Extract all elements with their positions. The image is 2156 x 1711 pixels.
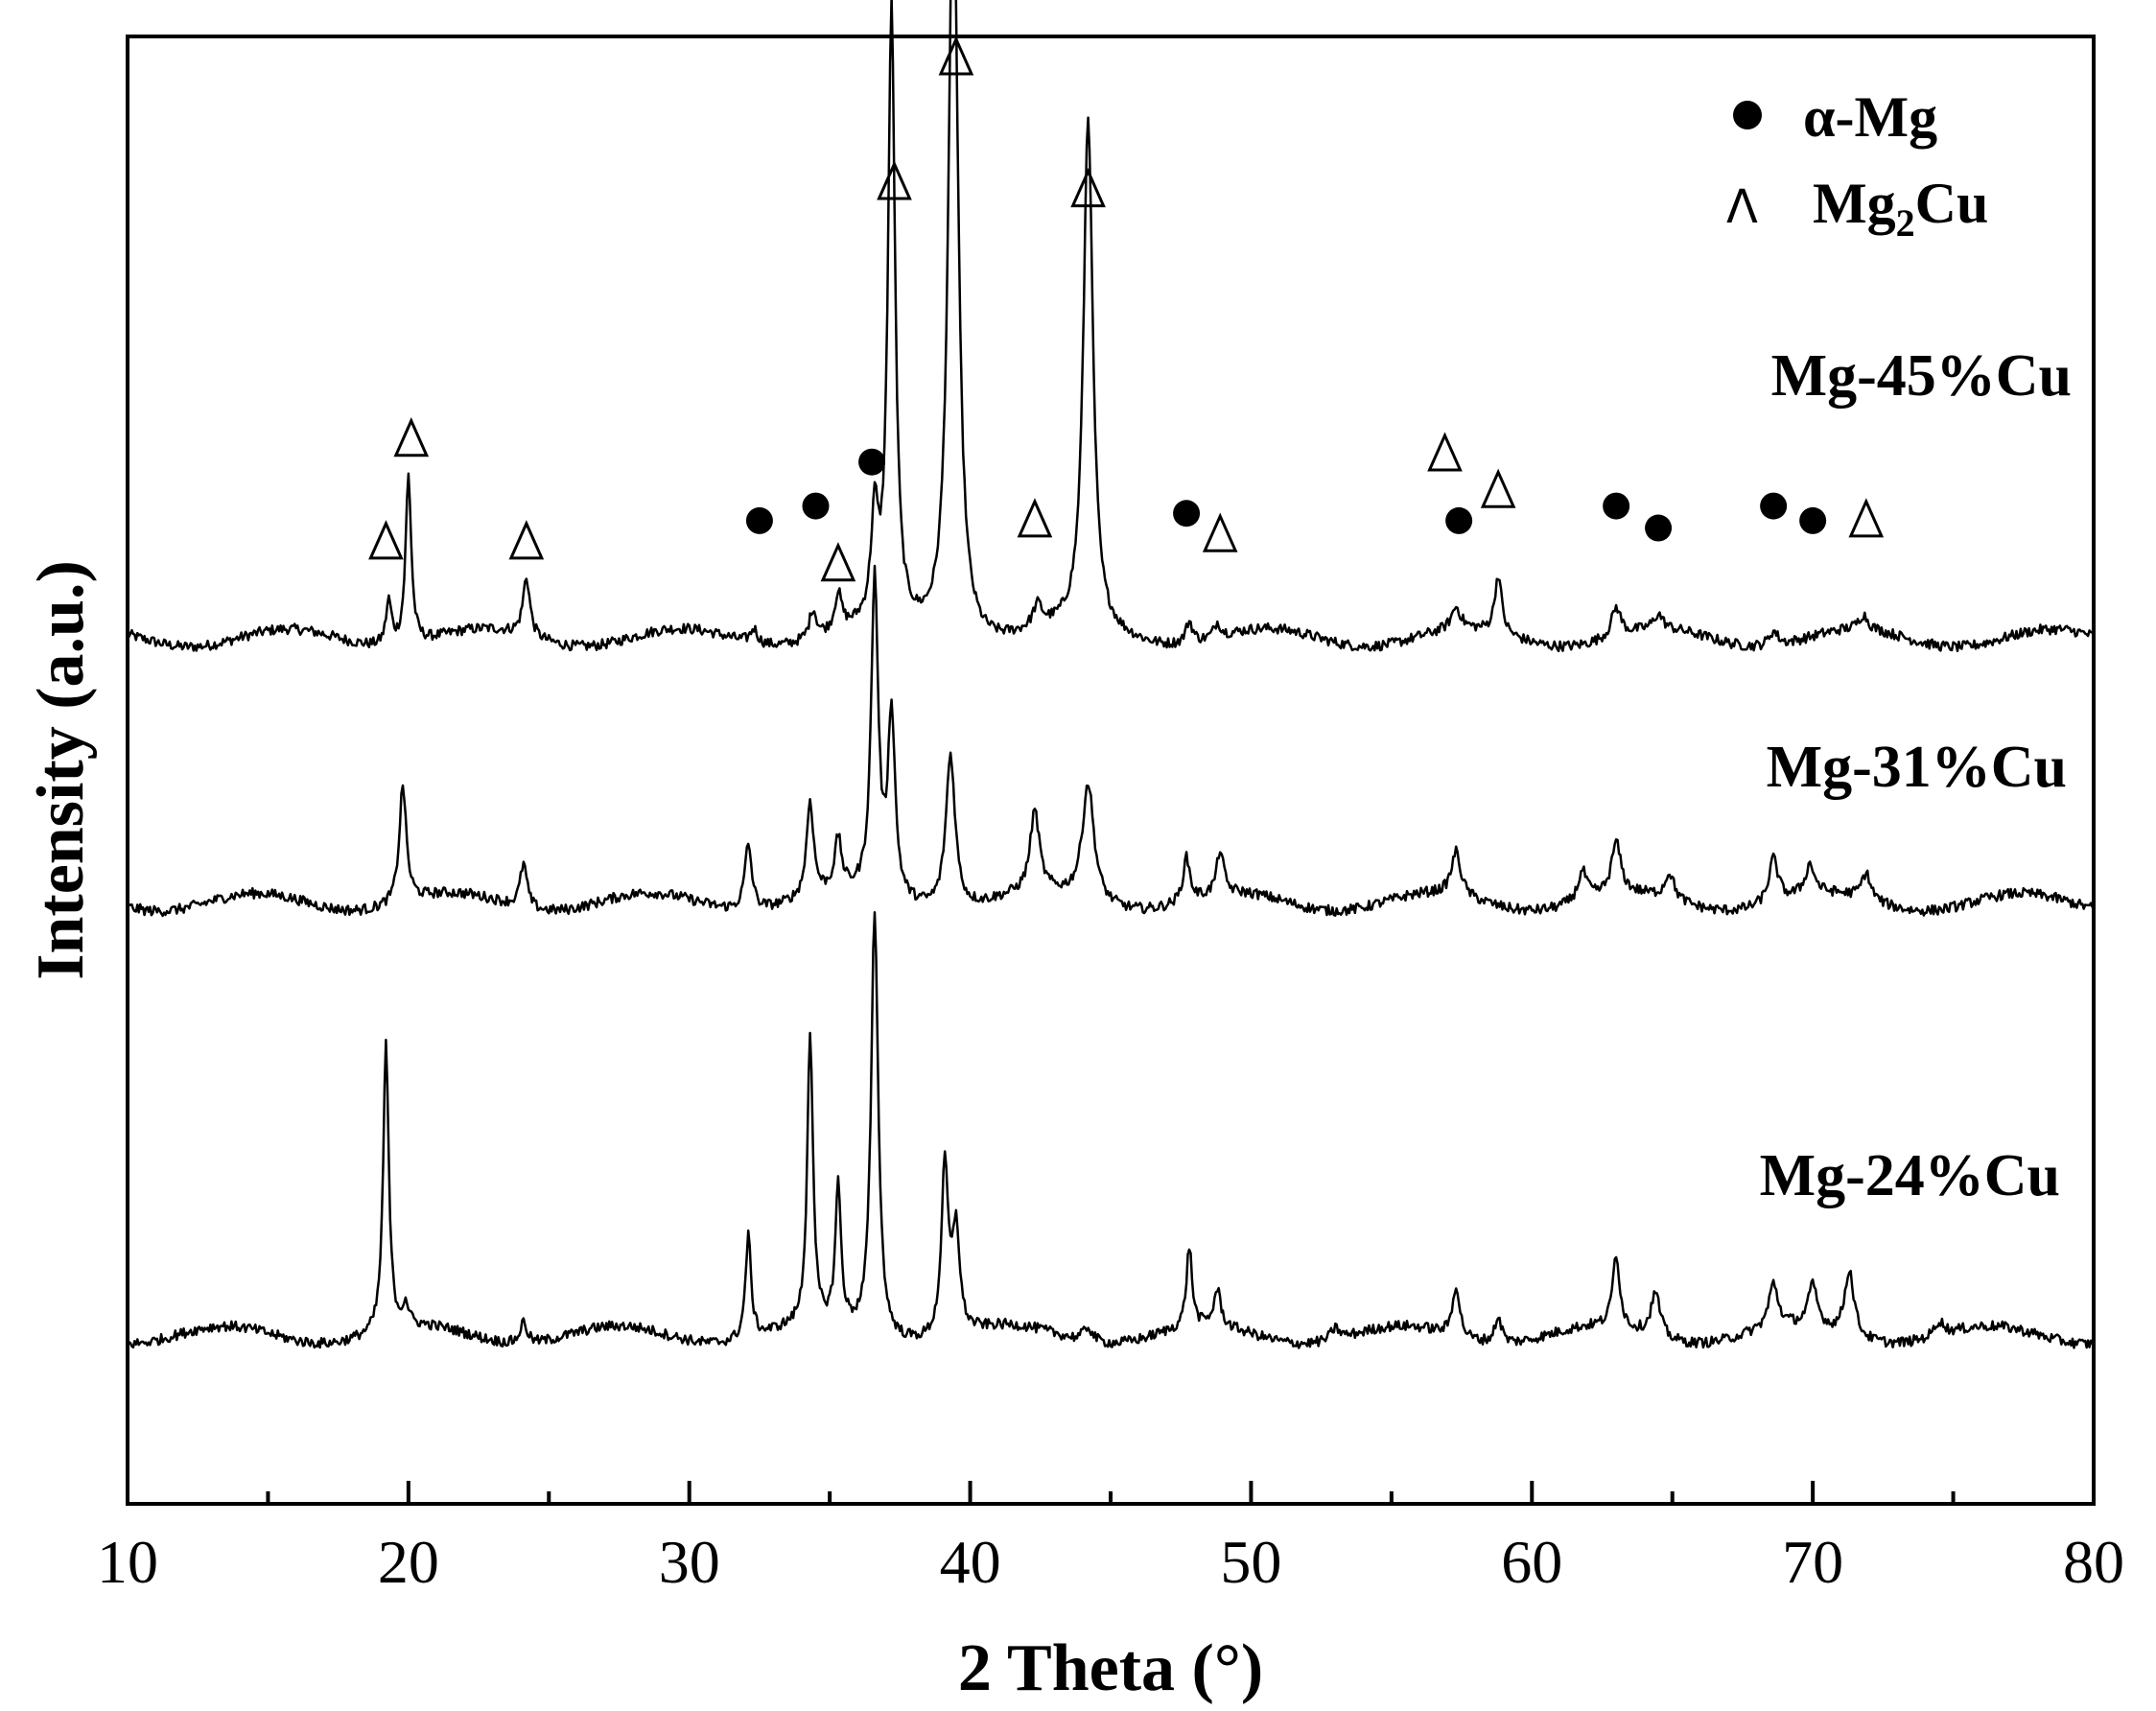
peak-markers	[368, 35, 1885, 582]
mg2cu-marker-9	[1017, 498, 1053, 538]
mg2cu-marker-12	[1202, 512, 1238, 552]
x-tick-label-10: 10	[97, 1528, 158, 1596]
x-tick-label-80: 80	[2063, 1528, 2124, 1596]
y-axis-title: Intensity (a.u.)	[24, 560, 98, 980]
mg2cu-marker-1	[393, 417, 430, 457]
alpha-mg-marker-3	[745, 506, 773, 534]
alpha-mg-marker-4	[802, 492, 830, 520]
x-tick-label-20: 20	[378, 1528, 439, 1596]
mg2cu-marker-14	[1427, 432, 1463, 472]
mg2cu-marker-8	[938, 35, 974, 76]
alpha-mg-marker-18	[1760, 492, 1788, 520]
alpha-mg-marker-11	[1173, 500, 1201, 527]
x-tick-label-40: 40	[940, 1528, 1001, 1596]
series-label-2: Mg-24%Cu	[1760, 1143, 2060, 1208]
series-group	[126, 0, 2096, 1349]
mg2cu-marker-15	[1480, 468, 1516, 508]
mg2cu-marker-0	[368, 520, 404, 560]
series-line-1	[126, 564, 2095, 918]
x-tick-label-60: 60	[1501, 1528, 1562, 1596]
series-label-0: Mg-45%Cu	[1771, 343, 2072, 409]
series-line-0	[126, 0, 2095, 653]
mg2cu-marker-20	[1848, 498, 1885, 538]
mg2cu-marker-10	[1070, 167, 1106, 208]
legend-triangle-marker: Λ	[1726, 180, 1758, 234]
alpha-mg-marker-13	[1445, 506, 1473, 534]
mg2cu-marker-7	[877, 160, 912, 200]
alpha-mg-marker-17	[1645, 514, 1673, 542]
legend-circle-marker	[1733, 101, 1762, 129]
mg2cu-marker-2	[508, 520, 545, 560]
legend-label-mg2cu: Mg2Cu	[1813, 172, 1988, 245]
series-label-1: Mg-31%Cu	[1767, 735, 2067, 800]
x-tick-label-30: 30	[659, 1528, 720, 1596]
x-axis-ticks: 10 20 30 40 50 60 70 80	[97, 1481, 2124, 1596]
x-tick-label-70: 70	[1782, 1528, 1843, 1596]
x-axis-title: 2 Theta (°)	[958, 1631, 1263, 1705]
legend: α-Mg Λ Mg2Cu	[1726, 85, 1988, 245]
alpha-mg-marker-6	[858, 448, 886, 476]
series-labels: Mg-45%Cu Mg-31%Cu Mg-24%Cu	[1760, 343, 2072, 1208]
x-tick-label-50: 50	[1220, 1528, 1281, 1596]
series-line-2	[127, 910, 2096, 1349]
alpha-mg-marker-16	[1603, 492, 1630, 520]
alpha-mg-marker-19	[1799, 506, 1827, 534]
mg2cu-marker-5	[820, 542, 856, 582]
legend-label-alpha-mg: α-Mg	[1803, 85, 1937, 149]
